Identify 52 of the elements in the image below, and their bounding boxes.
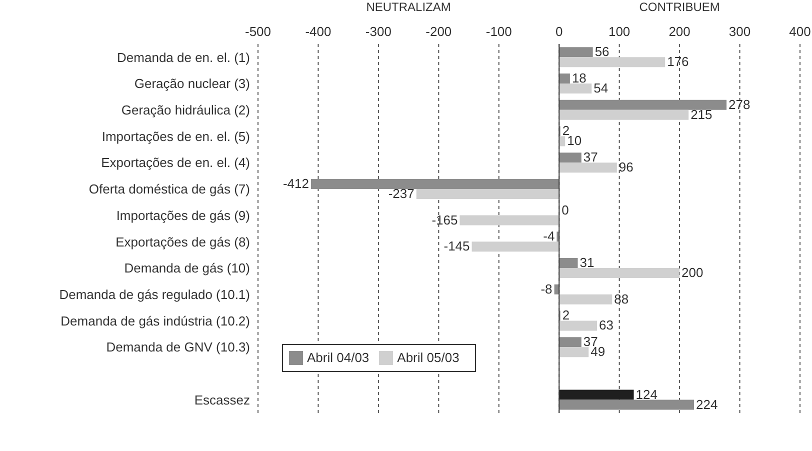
x-tick-label: 300 [728,24,751,39]
data-label: 215 [690,106,712,122]
y-tick-label: Exportações de gás (8) [116,234,250,250]
y-tick-label: Demanda de en. el. (1) [117,50,250,65]
data-label: -412 [282,176,309,191]
data-label: 37 [583,150,598,165]
y-tick-label: Geração hidráulica (2) [121,102,250,118]
y-tick-label: Demanda de gás indústria (10.2) [60,313,250,328]
x-tick-label: -400 [305,24,332,39]
legend-label: Abril 05/03 [397,350,460,365]
data-label: 124 [636,386,658,402]
y-tick-label: Demanda de gás (10) [124,260,250,276]
x-tick-label: -200 [426,24,452,39]
y-tick-label: Importações de en. el. (5) [102,128,250,144]
y-tick-label: Geração nuclear (3) [134,76,250,92]
x-tick-label: -500 [244,24,272,39]
text: NEUTRALIZAM [365,0,452,14]
data-label: -237 [388,186,414,201]
data-label: 200 [682,265,704,280]
y-tick-label: Escassez [194,392,250,408]
data-label: 2 [562,308,570,323]
x-tick-label: 400 [789,24,811,39]
data-label: 278 [728,96,750,112]
x-tick-label: -100 [486,24,512,39]
data-label: 54 [594,80,608,96]
data-label: -165 [432,212,458,228]
data-label: -8 [540,281,552,296]
data-label: 96 [618,160,634,175]
data-label: -4 [543,228,555,244]
data-label: 18 [572,70,586,86]
data-label: 10 [567,133,582,148]
text: CONTRIBUEM [638,0,721,14]
data-label: 176 [667,54,689,70]
x-tick-label: 0 [555,24,563,39]
x-tick-label: -300 [365,24,392,39]
data-label: 224 [696,396,718,412]
data-label: 31 [580,255,594,270]
x-tick-label: 100 [608,24,630,39]
data-label: 56 [594,44,610,60]
data-label: 2 [562,123,570,138]
data-label: 0 [562,202,569,218]
legend-label: Abril 04/03 [307,350,370,365]
y-tick-label: Importações de gás (9) [116,208,250,223]
y-tick-label: Demanda de gás regulado (10.1) [59,287,250,302]
y-tick-label: Exportações de en. el. (4) [101,155,250,170]
x-tick-label: 200 [668,24,690,39]
data-label: 88 [614,291,629,306]
y-tick-label: Oferta doméstica de gás (7) [88,182,250,197]
data-label: -145 [444,238,470,254]
data-label: 49 [590,344,606,360]
data-label: 63 [599,318,614,333]
y-tick-label: Demanda de GNV (10.3) [106,340,250,355]
